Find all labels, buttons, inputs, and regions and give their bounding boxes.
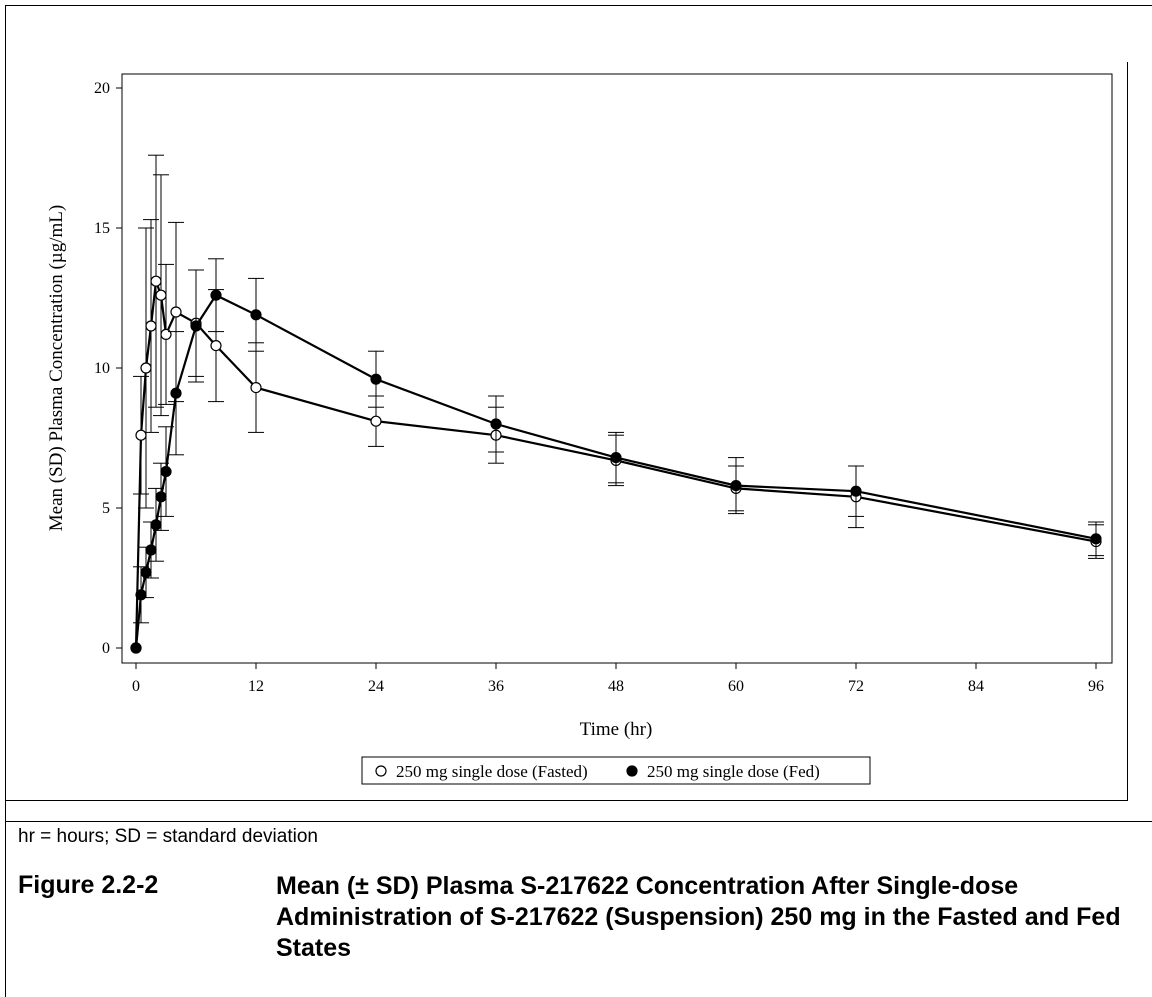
- y-tick-label-2: 10: [94, 360, 110, 377]
- y-axis-label: Mean (SD) Plasma Concentration (µg/mL): [46, 205, 67, 532]
- chart-series: [130, 154, 1104, 654]
- figure-title: Mean (± SD) Plasma S-217622 Concentratio…: [276, 872, 1121, 962]
- y-tick-label-0: 0: [102, 640, 110, 657]
- data-point-0-6: [160, 328, 172, 340]
- data-point-0-4: [150, 275, 162, 287]
- data-point-1-13: [610, 452, 622, 464]
- x-tick-label-8: 96: [1088, 678, 1104, 695]
- data-point-1-14: [730, 480, 742, 492]
- x-tick-label-7: 84: [968, 678, 984, 695]
- x-tick-label-1: 12: [248, 678, 264, 695]
- x-tick-label-3: 36: [488, 678, 504, 695]
- chart-legend: 250 mg single dose (Fasted) 250 mg singl…: [361, 756, 871, 785]
- data-point-0-5: [155, 289, 167, 301]
- data-point-1-10: [250, 309, 262, 321]
- data-point-0-1: [135, 429, 147, 441]
- y-tick-label-1: 5: [102, 500, 110, 517]
- figure-number: Figure 2.2-2: [18, 871, 159, 899]
- x-tick-label-4: 48: [608, 678, 624, 695]
- data-point-1-3: [145, 544, 157, 556]
- data-point-1-5: [155, 491, 167, 503]
- data-point-1-4: [150, 519, 162, 531]
- legend-label-fed: 250 mg single dose (Fed): [647, 762, 820, 781]
- data-point-0-11: [370, 415, 382, 427]
- x-tick-label-6: 72: [848, 678, 864, 695]
- frame-top-border: [5, 5, 1152, 6]
- data-point-1-16: [1090, 533, 1102, 545]
- data-point-1-2: [140, 566, 152, 579]
- data-point-1-8: [190, 320, 202, 332]
- data-point-0-10: [250, 382, 262, 394]
- pk-line-chart: 0 12 24 36 48 60 72 84 96 0 5 10 15 20 Time (hr) Mean…: [46, 73, 1113, 785]
- y-tick-label-3: 15: [94, 220, 110, 237]
- data-point-1-6: [160, 466, 172, 478]
- x-axis-label: Time (hr): [580, 719, 653, 740]
- x-tick-label-0: 0: [132, 678, 140, 695]
- legend-marker-fasted: [375, 765, 387, 777]
- data-point-0-3: [145, 320, 157, 332]
- data-point-1-15: [850, 485, 862, 497]
- series-1: [130, 258, 1104, 654]
- series-0: [130, 154, 1104, 654]
- data-point-1-7: [170, 387, 182, 399]
- data-point-0-9: [210, 340, 222, 352]
- y-tick-label-4: 20: [94, 80, 110, 97]
- data-point-1-1: [135, 589, 147, 601]
- frame-left-border: [5, 5, 6, 997]
- x-tick-label-2: 24: [368, 678, 384, 695]
- legend-marker-fed: [626, 765, 638, 777]
- legend-label-fasted: 250 mg single dose (Fasted): [396, 762, 588, 781]
- chart-axes: 0 12 24 36 48 60 72 84 96 0 5 10 15 20: [94, 73, 1113, 695]
- frame-right-border: [1127, 62, 1128, 800]
- plot-bottom-rule: [5, 800, 1128, 801]
- footnote: hr = hours; SD = standard deviation: [18, 826, 318, 847]
- data-point-1-11: [370, 373, 382, 385]
- data-point-1-12: [490, 418, 502, 430]
- plot-area-frame: [121, 73, 1113, 664]
- x-tick-label-5: 60: [728, 678, 744, 695]
- data-point-0-2: [140, 362, 152, 374]
- data-point-0-7: [170, 306, 182, 318]
- data-point-1-0: [130, 642, 142, 654]
- data-point-1-9: [210, 289, 222, 301]
- caption-rule: [5, 821, 1152, 822]
- legend-box: [361, 756, 871, 785]
